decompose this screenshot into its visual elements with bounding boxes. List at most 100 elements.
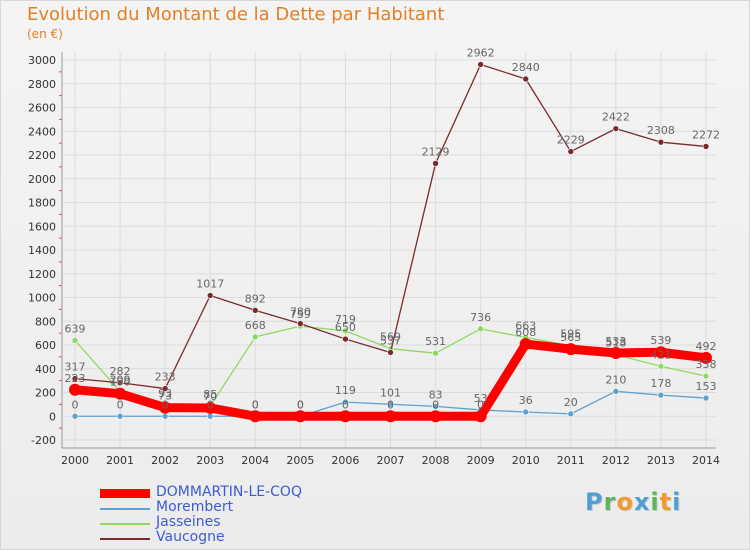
data-label: 223 (65, 372, 86, 385)
x-tick-label: 2009 (467, 454, 495, 467)
y-tick-label: 1000 (28, 292, 56, 305)
data-label: 20 (564, 396, 578, 409)
chart-subtitle: (en €) (27, 27, 63, 41)
proxiti-logo: Proxiti (585, 488, 681, 516)
data-label: 0 (477, 398, 484, 411)
data-point (522, 75, 530, 83)
y-tick-label: 400 (35, 363, 56, 376)
data-label: 73 (158, 390, 172, 403)
y-tick-label: 0 (49, 410, 56, 423)
data-point (432, 403, 439, 410)
legend-label-morembert: Morembert (156, 499, 234, 515)
data-label: 53 (474, 392, 488, 405)
data-label: 421 (650, 348, 671, 361)
data-label: 0 (72, 398, 79, 411)
logo-letter: r (603, 488, 617, 516)
data-label: 0 (387, 398, 394, 411)
logo-letter: P (585, 488, 604, 516)
data-label: 70 (203, 390, 217, 403)
data-label: 595 (560, 328, 581, 341)
data-label: 93 (158, 387, 172, 400)
data-point (339, 410, 352, 423)
legend-label-vaucogne: Vaucogne (156, 529, 225, 545)
data-label: 0 (207, 398, 214, 411)
data-point (116, 379, 124, 387)
data-label: 119 (335, 384, 356, 397)
data-label: 210 (605, 373, 626, 386)
data-point (206, 412, 214, 420)
data-label: 736 (470, 311, 491, 324)
data-point (702, 143, 710, 150)
data-label: 539 (650, 334, 671, 347)
data-point (342, 335, 349, 343)
y-tick-label: 1200 (28, 268, 56, 281)
data-label: 759 (290, 308, 311, 321)
data-label: 892 (245, 292, 266, 305)
y-tick-label: 2400 (28, 125, 56, 138)
data-label: 2962 (467, 47, 495, 60)
data-label: 565 (560, 331, 581, 344)
data-point (71, 412, 79, 420)
data-label: 0 (117, 398, 124, 411)
data-label: 2272 (692, 128, 720, 141)
data-point (522, 408, 530, 416)
data-point (477, 325, 484, 333)
logo-letter: o (616, 488, 634, 516)
y-tick-label: 2600 (28, 102, 56, 115)
data-label: 101 (380, 386, 401, 399)
data-point (609, 346, 622, 359)
data-point (384, 410, 397, 423)
y-tick-label: 800 (35, 315, 56, 328)
data-point (387, 349, 394, 356)
data-label: 0 (162, 398, 169, 411)
data-point (69, 383, 81, 396)
data-point (519, 338, 532, 351)
data-label: 650 (335, 321, 356, 334)
x-tick-label: 2014 (692, 454, 720, 467)
legend-swatch-dommartin (100, 489, 150, 498)
x-tick-label: 2000 (61, 454, 89, 467)
data-label: 338 (696, 358, 717, 371)
y-tick-label: 1600 (28, 220, 56, 233)
data-label: 668 (245, 319, 266, 332)
data-point (700, 351, 712, 364)
x-tick-label: 2013 (647, 454, 675, 467)
data-label: 2422 (602, 111, 630, 124)
x-tick-label: 2010 (512, 454, 540, 467)
chart-title: Evolution du Montant de la Dette par Hab… (27, 4, 445, 25)
data-point (657, 391, 665, 399)
data-label: 537 (380, 334, 401, 347)
data-point (567, 148, 575, 155)
data-point (161, 412, 169, 420)
data-point (114, 387, 127, 400)
logo-letter: x (633, 488, 651, 516)
data-point (702, 372, 710, 380)
x-tick-label: 2005 (286, 454, 314, 467)
data-label: 317 (65, 361, 86, 374)
legend-label-jasseines: Jasseines (156, 514, 221, 530)
data-label: 2308 (647, 124, 675, 137)
legend-swatch-morembert (100, 508, 150, 510)
logo-letter: i (672, 488, 682, 516)
data-point (249, 410, 262, 423)
data-point (342, 327, 349, 335)
x-tick-label: 2006 (331, 454, 359, 467)
data-label: 233 (155, 371, 176, 384)
data-point (251, 307, 259, 314)
data-label: 0 (297, 398, 304, 411)
data-label: 83 (429, 388, 443, 401)
data-point (429, 410, 442, 423)
data-label: 780 (290, 306, 311, 319)
data-point (657, 362, 665, 370)
data-point (432, 349, 439, 357)
data-point (612, 388, 620, 395)
data-point (71, 337, 79, 344)
data-point (432, 160, 439, 167)
data-label: 608 (515, 326, 536, 339)
data-point (567, 410, 575, 418)
data-label: 2129 (422, 145, 450, 158)
data-label: 663 (515, 320, 536, 333)
data-label: 153 (696, 380, 717, 393)
